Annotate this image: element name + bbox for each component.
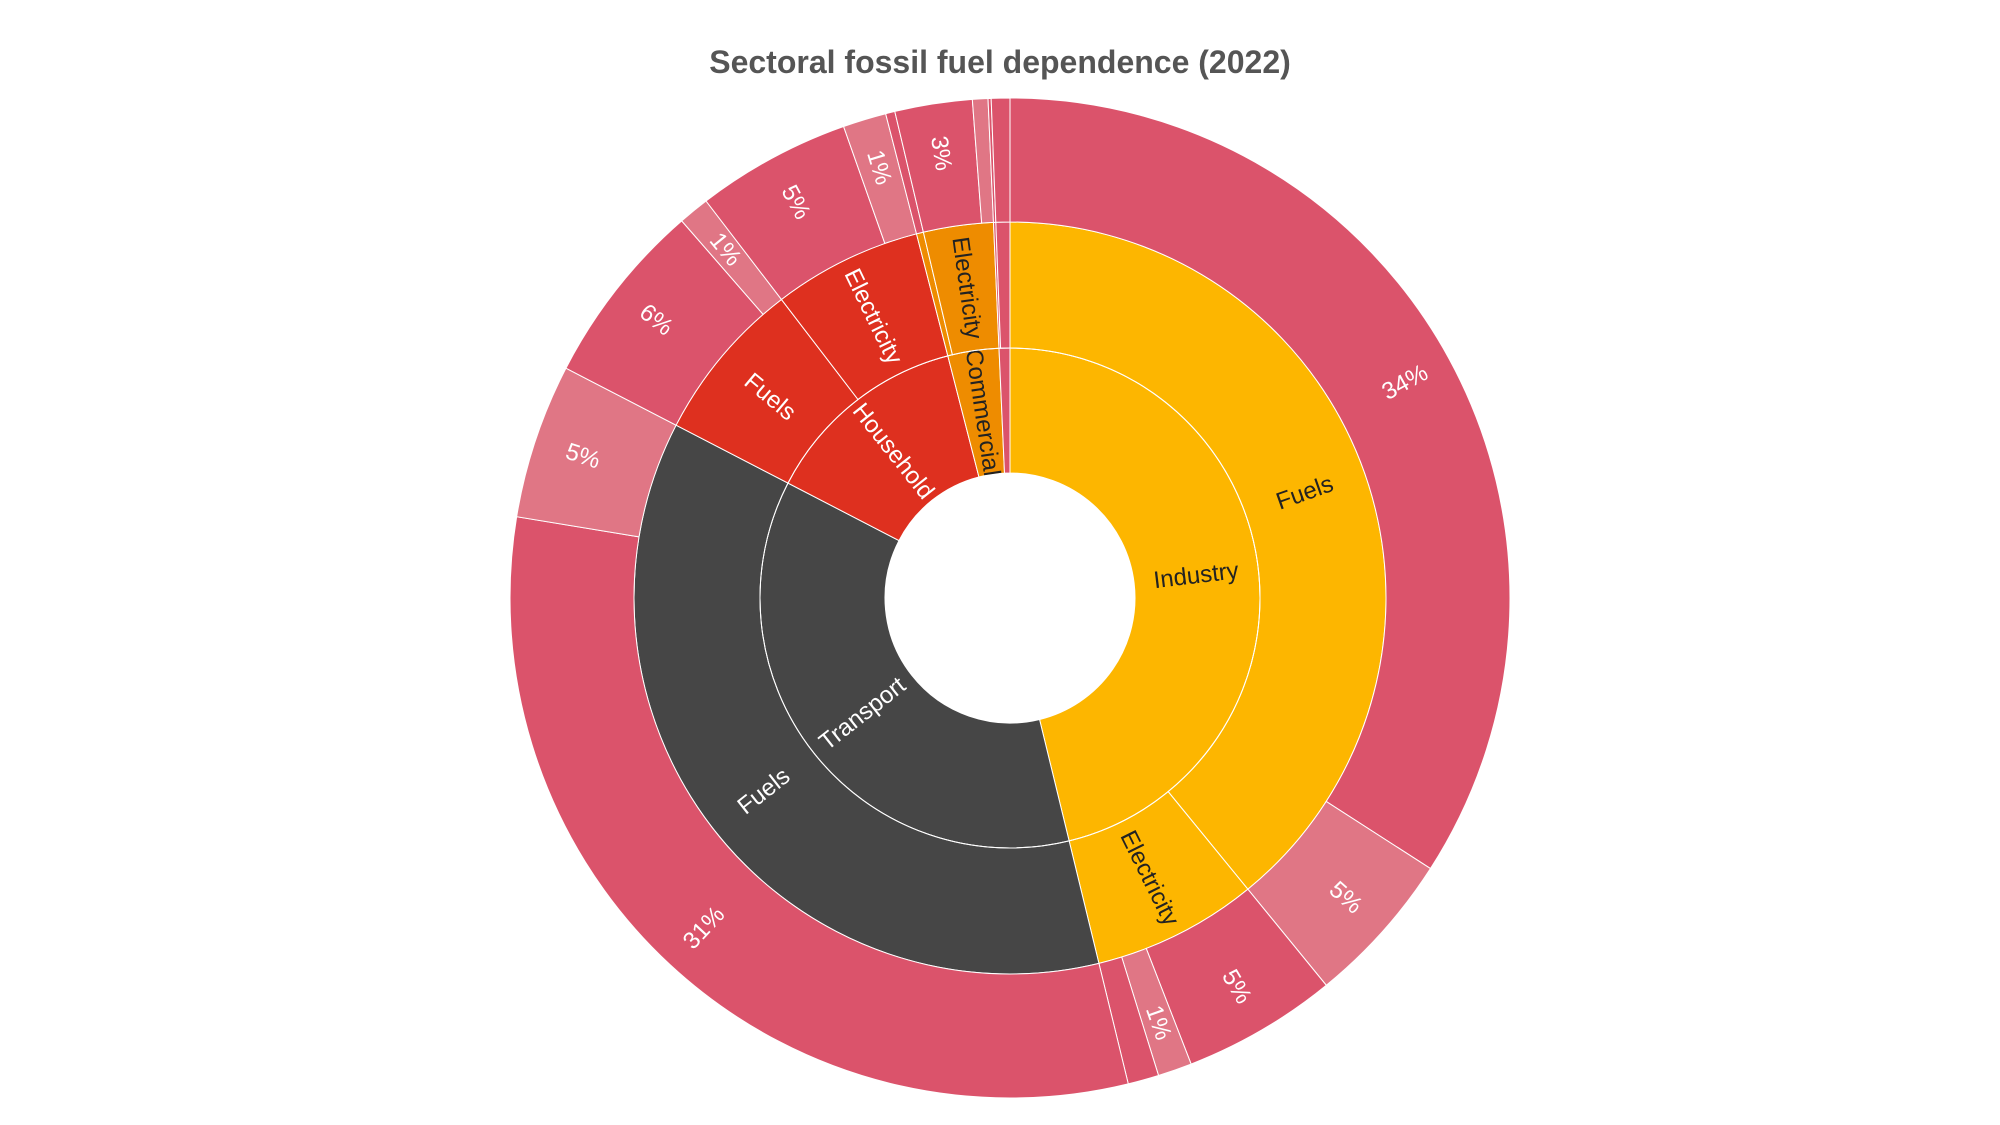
ring-divider (759, 347, 1261, 849)
chart-title: Sectoral fossil fuel dependence (2022) (709, 44, 1291, 80)
outer-wedge-transport-fuels-0 (509, 516, 1129, 1099)
outer-wedge-industry-fuels-0 (1009, 97, 1511, 870)
outer-label-commercial-electricity-0: 3% (925, 134, 957, 172)
outer-wedge-agriculture-fuels-0 (990, 97, 1011, 223)
